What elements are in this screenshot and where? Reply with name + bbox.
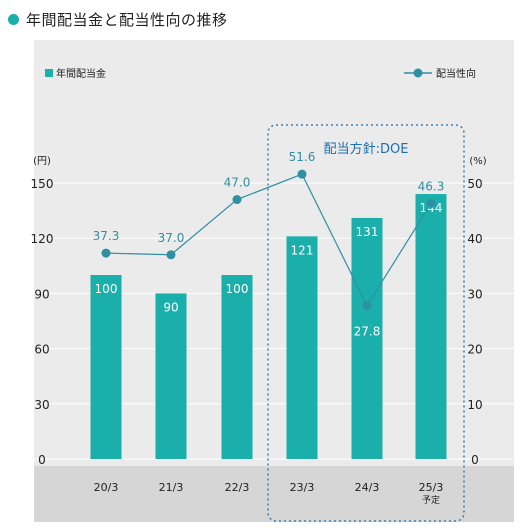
bar [90, 275, 122, 459]
x-tick-label: 23/3 [290, 481, 315, 494]
y-left-tick-label: 30 [34, 398, 49, 412]
bullet-dot-icon [8, 13, 19, 25]
chart-header: 年間配当金と配当性向の推移 [8, 6, 228, 32]
x-tick-label: 20/3 [94, 481, 119, 494]
y-left-tick-label: 150 [31, 177, 54, 191]
x-tick-label: 25/3 [419, 481, 444, 494]
y-left-unit: (円) [33, 156, 51, 167]
bar-value-label: 121 [291, 243, 314, 257]
x-axis-band [34, 466, 514, 522]
y-left-tick-label: 120 [31, 232, 54, 246]
y-right-tick-label: 20 [467, 343, 482, 357]
x-tick-label: 24/3 [355, 481, 380, 494]
payout-ratio-label: 47.0 [224, 176, 251, 190]
payout-ratio-point [101, 248, 111, 258]
payout-ratio-point [232, 195, 242, 205]
legend-bar-label: 年間配当金 [56, 67, 106, 80]
payout-ratio-line [105, 173, 432, 307]
y-right-unit: (%) [469, 156, 486, 167]
payout-ratio-point [166, 250, 176, 260]
legend-bar-swatch [45, 69, 53, 77]
bar [155, 293, 187, 459]
x-tick-note: 予定 [422, 494, 440, 506]
bar [351, 217, 383, 459]
doe-policy-label: 配当方針:DOE [324, 141, 409, 157]
y-right-tick-label: 40 [467, 232, 482, 246]
legend-line-label: 配当性向 [436, 67, 476, 80]
bar-value-label: 131 [356, 225, 379, 239]
bar-value-label: 90 [163, 300, 178, 314]
payout-ratio-label: 27.8 [354, 325, 381, 339]
payout-ratio-label: 37.3 [93, 229, 120, 243]
payout-ratio-label: 37.0 [158, 231, 185, 245]
bar [415, 194, 447, 460]
bar-value-label: 100 [95, 282, 118, 296]
payout-ratio-point [297, 169, 307, 179]
bar [286, 236, 318, 459]
payout-ratio-point [426, 198, 436, 208]
y-right-tick-label: 10 [467, 398, 482, 412]
bar [221, 275, 253, 459]
payout-ratio-label: 51.6 [289, 150, 316, 164]
y-right-tick-label: 50 [467, 177, 482, 191]
payout-ratio-label: 46.3 [418, 179, 445, 193]
x-tick-label: 21/3 [159, 481, 184, 494]
doe-policy-box [267, 124, 465, 522]
y-right-tick-label: 0 [471, 453, 479, 467]
y-right-tick-label: 30 [467, 287, 482, 301]
y-left-tick-label: 0 [38, 453, 46, 467]
bar-value-label: 100 [226, 282, 249, 296]
y-left-tick-label: 90 [34, 287, 49, 301]
page-title: 年間配当金と配当性向の推移 [26, 10, 228, 29]
y-left-tick-label: 60 [34, 343, 49, 357]
legend-line-marker [413, 68, 423, 78]
payout-ratio-point [362, 301, 372, 311]
x-tick-label: 22/3 [225, 481, 250, 494]
